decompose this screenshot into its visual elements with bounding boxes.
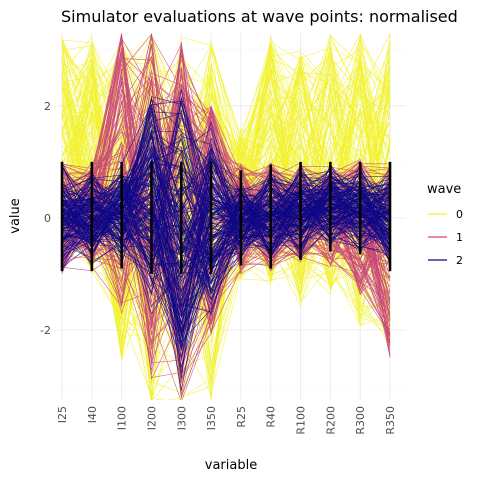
legend-label-1: 1 [456,231,463,244]
legend: wave 0 1 2 [427,182,463,267]
y-tick-label: 2 [44,100,51,113]
legend-title: wave [427,182,461,197]
y-tick-labels: -2 0 2 [40,100,51,337]
series-lines [62,33,390,402]
x-tick-label: I40 [86,406,99,423]
x-tick-label: R40 [265,406,278,428]
x-tick-label: I200 [145,406,158,430]
y-axis-title: value [8,198,23,234]
x-tick-label: R100 [295,406,308,435]
x-tick-label: I25 [56,406,69,423]
legend-label-0: 0 [456,208,463,221]
x-tick-label: I300 [175,406,188,430]
x-tick-label: R200 [324,406,337,435]
x-tick-label: I350 [205,406,218,430]
x-tick-label: R300 [354,406,367,435]
y-tick-label: -2 [40,324,51,337]
x-axis-title: variable [205,458,257,473]
chart-title: Simulator evaluations at wave points: no… [61,7,458,26]
x-tick-label: I100 [116,406,129,430]
legend-label-2: 2 [456,254,463,267]
x-tick-label: R25 [235,406,248,428]
x-tick-label: R350 [384,406,397,435]
y-tick-label: 0 [44,212,51,225]
x-tick-labels: I25 I40 I100 I200 I300 I350 R25 R40 R100 R200 R300… [56,406,397,435]
